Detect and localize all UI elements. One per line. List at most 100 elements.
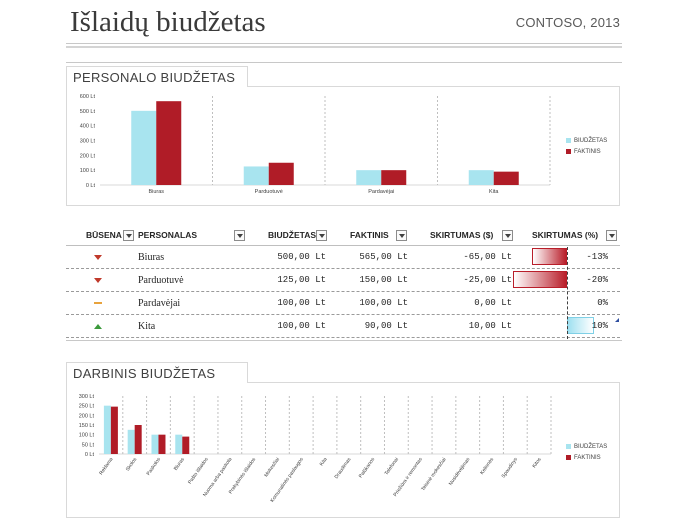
legend-swatch-budget <box>566 138 571 143</box>
budget-value: 100,00 Lt <box>277 298 326 308</box>
budget-filter-dropdown[interactable] <box>316 230 327 241</box>
diff-filter-dropdown[interactable] <box>502 230 513 241</box>
x-tick-label: Biuras <box>173 456 186 471</box>
personal-section-heading: PERSONALO BIUDŽETAS <box>66 66 248 87</box>
y-tick-label: 300 Lt <box>80 139 96 145</box>
personnel-name: Kita <box>138 321 156 332</box>
table-resize-handle[interactable] <box>615 318 619 322</box>
table-header-row: BŪSENA PERSONALAS BIUDŽETAS FAKTINIS SKI… <box>66 224 620 246</box>
budget-value: 125,00 Lt <box>277 275 326 285</box>
section-rule-2 <box>66 340 622 341</box>
diff-pct-filter-dropdown[interactable] <box>606 230 617 241</box>
legend-swatch-budget-2 <box>566 444 571 449</box>
header-personnel: PERSONALAS <box>138 230 198 240</box>
x-tick-label: Prekybinės išlaidos <box>228 456 258 495</box>
diff-value: -65,00 Lt <box>463 252 512 262</box>
bar-actual <box>381 170 407 185</box>
x-tick-label: Palūkanos <box>358 456 377 479</box>
y-tick-label: 250 Lt <box>79 404 95 410</box>
y-tick-label: 400 Lt <box>80 124 96 130</box>
bar-actual <box>134 425 142 454</box>
y-tick-label: 500 Lt <box>80 109 96 115</box>
diff-pct-data-bar <box>531 248 567 265</box>
page-title: Išlaidų biudžetas <box>70 6 266 38</box>
header-diff: SKIRTUMAS ($) <box>430 230 494 240</box>
personnel-filter-dropdown[interactable] <box>234 230 245 241</box>
bar-budget <box>131 110 157 185</box>
x-tick-label: Teisinė mokesčiai <box>420 457 447 493</box>
diff-pct-value: -13% <box>586 252 608 262</box>
operating-budget-chart: 300 Lt 250 Lt 200 Lt 150 Lt 100 Lt 50 Lt 0 LtR… <box>79 394 552 504</box>
x-tick-label: Pašto išlaidos <box>187 456 210 485</box>
bar-budget <box>127 429 135 454</box>
operating-chart-legend: BIUDŽETAS FAKTINIS <box>566 441 607 463</box>
budget-value: 500,00 Lt <box>277 252 326 262</box>
x-tick-label: Kita <box>489 189 499 195</box>
bar-budget <box>356 170 382 185</box>
legend-label-actual-2: FAKTINIS <box>574 454 601 461</box>
bar-actual <box>158 434 166 454</box>
personnel-name: Pardavėjai <box>138 298 181 309</box>
y-tick-label: 50 Lt <box>82 442 95 448</box>
actual-value: 90,00 Lt <box>364 321 408 331</box>
header-rule <box>66 43 622 44</box>
personal-budget-chart: 600 Lt 500 Lt 400 Lt 300 Lt 200 Lt 100 Lt 0 Lt… <box>80 94 551 195</box>
legend-label-budget: BIUDŽETAS <box>574 137 608 144</box>
data-bar-zero-axis <box>567 247 568 339</box>
table-body: Biuras 500,00 Lt 565,00 Lt -65,00 Lt -13% Par… <box>66 246 620 338</box>
x-tick-label: Kitos <box>531 456 543 469</box>
bar-actual <box>493 171 519 185</box>
bar-actual <box>110 406 118 454</box>
y-tick-label: 100 Lt <box>80 168 96 174</box>
header-actual: FAKTINIS <box>350 230 389 240</box>
diff-pct-value: 10% <box>591 321 608 331</box>
y-tick-label: 200 Lt <box>79 413 95 419</box>
bar-budget <box>151 434 159 454</box>
personnel-name: Parduotuvė <box>138 275 184 286</box>
company-year: CONTOSO, 2013 <box>515 15 620 30</box>
legend-swatch-actual-2 <box>566 455 571 460</box>
actual-value: 100,00 Lt <box>359 298 408 308</box>
x-tick-label: Nusidėvėjimas <box>448 456 472 486</box>
y-tick-label: 0 Lt <box>86 183 96 189</box>
x-tick-label: Kita <box>319 457 329 468</box>
header-rule-thick <box>66 46 622 48</box>
status-filter-dropdown[interactable] <box>123 230 134 241</box>
x-tick-label: Paskolos <box>146 456 163 476</box>
header-diff-pct: SKIRTUMAS (%) <box>532 230 599 240</box>
legend-label-budget-2: BIUDŽETAS <box>574 443 608 450</box>
bar-actual <box>156 101 182 185</box>
x-tick-label: Reklama <box>98 457 114 477</box>
legend-swatch-actual <box>566 149 571 154</box>
diff-pct-data-bar <box>513 271 567 288</box>
diff-pct-value: -20% <box>586 275 608 285</box>
personnel-table: BŪSENA PERSONALAS BIUDŽETAS FAKTINIS SKI… <box>66 224 620 339</box>
y-tick-label: 150 Lt <box>79 423 95 429</box>
diff-value: 0,00 Lt <box>474 298 512 308</box>
actual-filter-dropdown[interactable] <box>396 230 407 241</box>
x-tick-label: Mokesčiai <box>263 457 281 479</box>
status-down-icon <box>94 278 102 283</box>
table-row[interactable]: Parduotuvė 125,00 Lt 150,00 Lt -25,00 Lt -20… <box>66 269 620 292</box>
table-row[interactable]: Biuras 500,00 Lt 565,00 Lt -65,00 Lt -13% <box>66 246 620 269</box>
legend-label-actual: FAKTINIS <box>574 148 601 155</box>
operating-section-heading: DARBINIS BIUDŽETAS <box>66 362 248 383</box>
personal-chart-legend: BIUDŽETAS FAKTINIS <box>566 135 607 157</box>
table-row[interactable]: Kita 100,00 Lt 90,00 Lt 10,00 Lt 10% <box>66 315 620 338</box>
bar-budget <box>103 405 111 454</box>
personnel-name: Biuras <box>138 252 165 263</box>
bar-actual <box>182 436 190 454</box>
y-tick-label: 200 Lt <box>80 153 96 159</box>
table-row[interactable]: Pardavėjai 100,00 Lt 100,00 Lt 0,00 Lt 0% <box>66 292 620 315</box>
budget-value: 100,00 Lt <box>277 321 326 331</box>
status-up-icon <box>94 324 102 329</box>
y-tick-label: 300 Lt <box>79 394 95 400</box>
section-rule <box>66 62 622 63</box>
diff-value: -25,00 Lt <box>463 275 512 285</box>
x-tick-label: Biuras <box>148 189 164 195</box>
y-tick-label: 600 Lt <box>80 94 96 100</box>
x-tick-label: Spaudinys <box>501 456 520 479</box>
x-tick-label: Telefonai <box>384 457 400 477</box>
actual-value: 565,00 Lt <box>359 252 408 262</box>
bar-budget <box>243 166 269 185</box>
